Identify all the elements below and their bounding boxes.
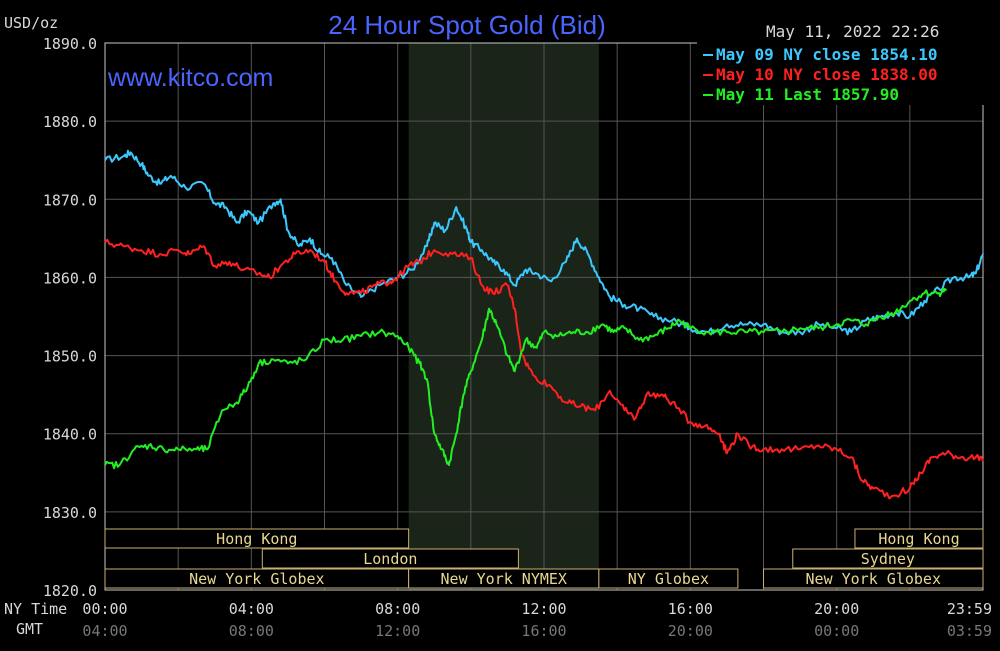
y-tick-label: 1890.0 xyxy=(43,35,97,53)
x-tick-label-gmt: 12:00 xyxy=(375,622,420,640)
session-label: Sydney xyxy=(861,550,915,568)
session-label: New York Globex xyxy=(189,570,324,588)
x-tick-label-gmt: 00:00 xyxy=(814,622,859,640)
chart-title: 24 Hour Spot Gold (Bid) xyxy=(328,10,605,40)
x-tick-label-gmt: 20:00 xyxy=(668,622,713,640)
y-tick-label: 1850.0 xyxy=(43,348,97,366)
y-tick-label: 1880.0 xyxy=(43,113,97,131)
trading-sessions: Hong Kong Hong Kong London Sydney New York G… xyxy=(104,528,984,589)
session-label: London xyxy=(363,550,417,568)
series-lines xyxy=(104,149,984,500)
series-line xyxy=(104,287,948,470)
x-tick-label-ny: 23:59 xyxy=(947,600,992,618)
legend-box xyxy=(697,40,985,105)
session-bar xyxy=(598,568,739,589)
x-tick-label-gmt: 03:59 xyxy=(947,622,992,640)
session-label: NY Globex xyxy=(628,570,709,588)
session-label: New York Globex xyxy=(806,570,941,588)
y-tick-label: 1870.0 xyxy=(43,191,97,209)
legend-label: May 11 Last 1857.90 xyxy=(716,85,899,104)
ny-session-shade xyxy=(408,43,599,590)
plot-frame xyxy=(104,42,984,591)
x-tick-label-ny: 12:00 xyxy=(521,600,566,618)
legend-label: May 09 NY close 1854.10 xyxy=(716,45,938,64)
x-axis-ticks: 00:00 04:00 04:00 08:00 08:00 12:00 12:00 16:00… xyxy=(82,600,992,640)
session-bar xyxy=(792,548,984,569)
x-tick-label-ny: 16:00 xyxy=(668,600,713,618)
x-tick-label-gmt: 04:00 xyxy=(82,622,127,640)
y-tick-label: 1860.0 xyxy=(43,269,97,287)
gmt-label: GMT xyxy=(16,620,43,638)
x-tick-label-gmt: 08:00 xyxy=(229,622,274,640)
x-tick-label-ny: 00:00 xyxy=(82,600,127,618)
x-tick-label-gmt: 16:00 xyxy=(521,622,566,640)
x-tick-label-ny: 20:00 xyxy=(814,600,859,618)
y-tick-label: 1820.0 xyxy=(43,582,97,600)
session-label: Hong Kong xyxy=(216,530,297,548)
y-axis-ticks: 1890.0 1880.0 1870.0 1860.0 1850.0 1840.0 1830… xyxy=(43,35,97,600)
session-bar xyxy=(104,528,410,549)
timestamp: May 11, 2022 22:26 xyxy=(766,22,939,41)
session-label: New York NYMEX xyxy=(441,570,567,588)
watermark-url: www.kitco.com xyxy=(107,64,273,92)
session-bar xyxy=(261,548,519,569)
series-line xyxy=(104,149,984,336)
legend-label: May 10 NY close 1838.00 xyxy=(716,65,938,84)
x-tick-label-ny: 08:00 xyxy=(375,600,420,618)
session-bar xyxy=(854,528,984,549)
session-bar xyxy=(763,568,984,589)
x-tick-label-ny: 04:00 xyxy=(229,600,274,618)
session-label: Hong Kong xyxy=(878,530,959,548)
y-tick-label: 1830.0 xyxy=(43,504,97,522)
unit-label: USD/oz xyxy=(4,14,58,32)
y-tick-label: 1840.0 xyxy=(43,426,97,444)
ny-time-label: NY Time xyxy=(4,600,67,618)
series-line xyxy=(104,238,984,500)
